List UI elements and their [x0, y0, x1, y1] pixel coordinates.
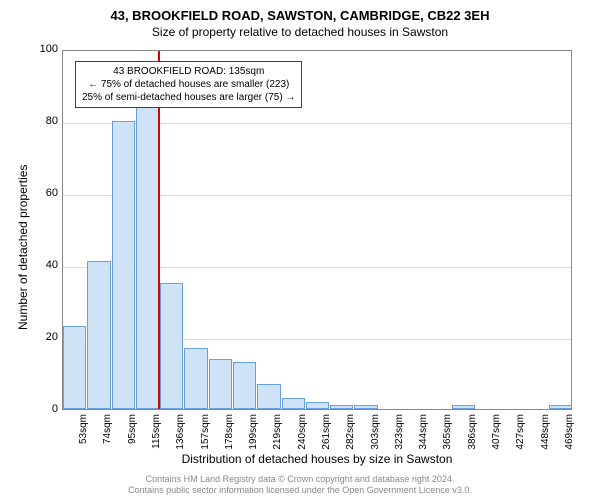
xtick-label: 95sqm	[127, 414, 138, 454]
xtick-label: 157sqm	[200, 414, 211, 454]
xtick-label: 469sqm	[564, 414, 575, 454]
histogram-bar	[257, 384, 280, 409]
xtick-label: 136sqm	[175, 414, 186, 454]
x-axis-label: Distribution of detached houses by size …	[62, 452, 572, 466]
histogram-bar	[160, 283, 183, 409]
xtick-label: 303sqm	[370, 414, 381, 454]
xtick-label: 448sqm	[540, 414, 551, 454]
ytick-label: 80	[34, 115, 58, 127]
chart-footer: Contains HM Land Registry data © Crown c…	[0, 474, 600, 496]
xtick-label: 199sqm	[248, 414, 259, 454]
histogram-bar	[549, 405, 572, 409]
ytick-label: 0	[34, 403, 58, 415]
ytick-label: 20	[34, 331, 58, 343]
annotation-box: 43 BROOKFIELD ROAD: 135sqm ← 75% of deta…	[75, 61, 302, 108]
histogram-bar	[306, 402, 329, 409]
histogram-bar	[112, 121, 135, 409]
histogram-bar	[63, 326, 86, 409]
xtick-label: 344sqm	[418, 414, 429, 454]
footer-line-2: Contains public sector information licen…	[0, 485, 600, 496]
histogram-bar	[233, 362, 256, 409]
chart-subtitle: Size of property relative to detached ho…	[0, 23, 600, 39]
xtick-label: 219sqm	[272, 414, 283, 454]
annotation-line-2: ← 75% of detached houses are smaller (22…	[82, 78, 295, 91]
histogram-bar	[209, 359, 232, 409]
chart-container: 43, BROOKFIELD ROAD, SAWSTON, CAMBRIDGE,…	[0, 0, 600, 500]
xtick-label: 115sqm	[151, 414, 162, 454]
xtick-label: 323sqm	[394, 414, 405, 454]
xtick-label: 178sqm	[224, 414, 235, 454]
chart-title: 43, BROOKFIELD ROAD, SAWSTON, CAMBRIDGE,…	[0, 0, 600, 23]
xtick-label: 407sqm	[491, 414, 502, 454]
ytick-label: 40	[34, 259, 58, 271]
footer-line-1: Contains HM Land Registry data © Crown c…	[0, 474, 600, 485]
y-axis-label: Number of detached properties	[16, 165, 30, 330]
xtick-label: 74sqm	[102, 414, 113, 454]
histogram-bar	[282, 398, 305, 409]
histogram-bar	[452, 405, 475, 409]
ytick-label: 100	[34, 43, 58, 55]
xtick-label: 53sqm	[78, 414, 89, 454]
histogram-bar	[136, 107, 159, 409]
histogram-bar	[354, 405, 377, 409]
xtick-label: 365sqm	[442, 414, 453, 454]
xtick-label: 427sqm	[515, 414, 526, 454]
xtick-label: 386sqm	[467, 414, 478, 454]
ytick-label: 60	[34, 187, 58, 199]
histogram-bar	[184, 348, 207, 409]
xtick-label: 240sqm	[297, 414, 308, 454]
annotation-line-1: 43 BROOKFIELD ROAD: 135sqm	[82, 65, 295, 78]
xtick-label: 261sqm	[321, 414, 332, 454]
chart-plot-area: 43 BROOKFIELD ROAD: 135sqm ← 75% of deta…	[62, 50, 572, 410]
histogram-bar	[330, 405, 353, 409]
annotation-line-3: 25% of semi-detached houses are larger (…	[82, 91, 295, 104]
xtick-label: 282sqm	[345, 414, 356, 454]
histogram-bar	[87, 261, 110, 409]
